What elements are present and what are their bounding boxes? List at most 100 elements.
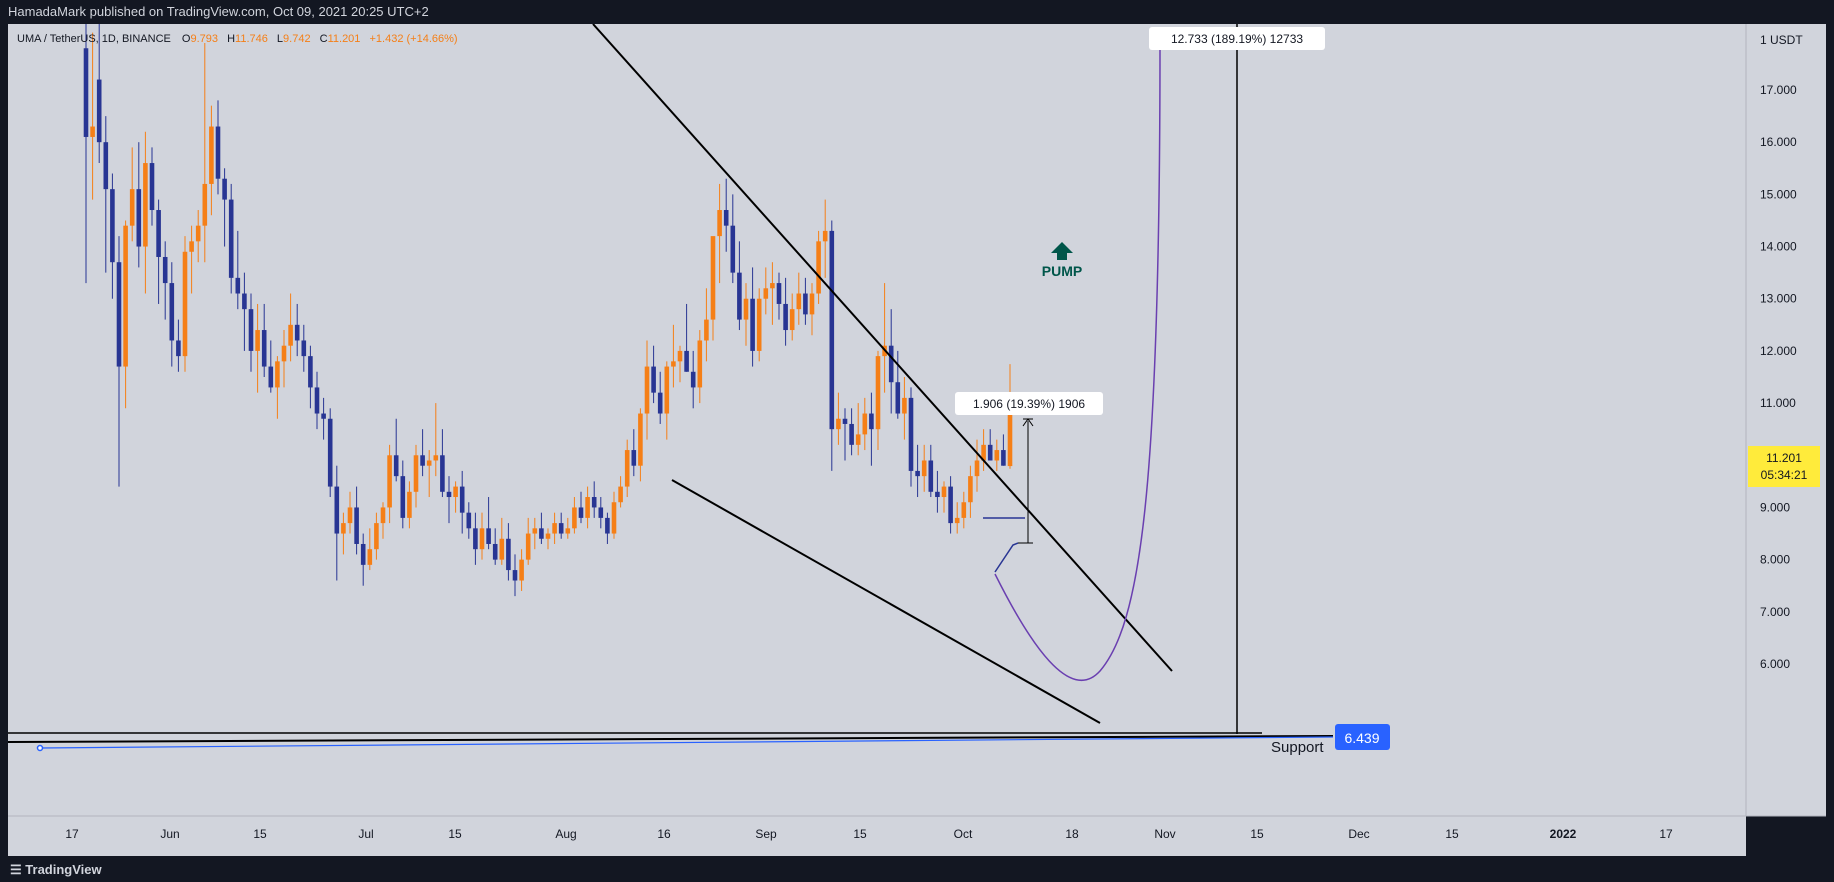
- candle: [499, 517, 505, 565]
- candle: [1007, 364, 1013, 469]
- candle: [875, 350, 881, 451]
- tradingview-logo[interactable]: ☰ TradingView: [0, 858, 102, 882]
- candle-body: [611, 502, 617, 534]
- candle: [367, 528, 373, 571]
- candle: [974, 439, 980, 492]
- candle: [149, 147, 155, 226]
- legend-text: UMA / TetherUS, 1D, BINANCE O9.793 H11.7…: [17, 33, 458, 45]
- candle: [855, 403, 861, 456]
- price-tick-label: 13.000: [1760, 292, 1797, 306]
- candle-body: [968, 476, 973, 503]
- candle-body: [136, 189, 142, 247]
- candle-body: [301, 340, 307, 357]
- candle-body: [783, 303, 788, 331]
- candle: [275, 356, 280, 419]
- candles-layer: [83, 24, 1013, 597]
- candle: [189, 225, 194, 294]
- candle-body: [855, 434, 861, 445]
- candle-body: [182, 251, 188, 357]
- candle: [928, 444, 934, 498]
- candle: [268, 340, 274, 393]
- candle-body: [327, 418, 333, 487]
- candle: [987, 429, 993, 461]
- candle-body: [902, 397, 907, 414]
- candle: [459, 470, 465, 534]
- candle-body: [314, 387, 320, 414]
- support-label: Support: [1271, 739, 1324, 756]
- candle-body: [506, 538, 511, 571]
- candle-body: [228, 199, 234, 278]
- candle: [849, 408, 854, 456]
- candle-body: [525, 533, 531, 560]
- lower-trendline[interactable]: [671, 479, 1101, 724]
- candle-body: [248, 309, 254, 351]
- candle-body: [143, 163, 148, 247]
- candle-body: [103, 142, 109, 190]
- candle-body: [492, 543, 498, 560]
- support-price-tag[interactable]: [1335, 724, 1390, 750]
- chart-frame[interactable]: PUMP Support 1.906 (19.39%) 1906 12.733 …: [0, 24, 1834, 858]
- candle: [413, 444, 419, 508]
- candle-body: [710, 236, 716, 320]
- candle: [301, 324, 307, 372]
- candle-body: [440, 455, 445, 492]
- candle: [195, 210, 201, 263]
- candle-body: [624, 450, 630, 487]
- legend-open-label: O: [182, 33, 191, 45]
- price-axis-unit: 1 USDT: [1760, 33, 1803, 47]
- candle-body: [565, 528, 571, 534]
- candle: [143, 131, 148, 294]
- candle-body: [671, 361, 676, 367]
- candle-body: [750, 298, 755, 351]
- candle-body: [275, 361, 280, 388]
- candle-body: [162, 256, 168, 284]
- support-line-lower[interactable]: [7, 735, 1334, 743]
- time-tick-label: 15: [448, 827, 462, 841]
- candle: [611, 491, 617, 539]
- price-axis-panel[interactable]: [1746, 24, 1826, 816]
- candle-body: [360, 543, 366, 565]
- support-anchor-dot[interactable]: [36, 744, 44, 752]
- candle: [657, 371, 663, 424]
- candle-body: [631, 450, 637, 466]
- candle-body: [974, 460, 980, 477]
- candle: [525, 517, 531, 565]
- candle-body: [664, 366, 670, 414]
- candle: [816, 230, 821, 304]
- candle: [176, 319, 181, 372]
- measure-big-box[interactable]: [1149, 27, 1325, 50]
- candle: [690, 350, 696, 409]
- candle: [743, 283, 749, 346]
- candle-body: [202, 183, 208, 226]
- flag-pole-lines[interactable]: [994, 542, 1019, 573]
- candle-body: [367, 549, 373, 565]
- candle: [321, 397, 326, 440]
- candle: [288, 293, 293, 362]
- candle-body: [849, 423, 854, 445]
- candle: [479, 512, 485, 560]
- time-axis-panel[interactable]: [8, 816, 1746, 856]
- candle: [156, 199, 161, 304]
- candle-body: [242, 293, 247, 310]
- price-chart[interactable]: PUMP Support 1.906 (19.39%) 1906 12.733 …: [0, 24, 1834, 858]
- candle: [347, 491, 353, 534]
- price-ticks: 17.000 16.000 15.000 14.000 13.000 12.000 11.0…: [1760, 83, 1797, 671]
- current-price-tag[interactable]: [1748, 446, 1820, 487]
- candle-body: [83, 48, 89, 137]
- measure-small-box[interactable]: [955, 392, 1103, 415]
- candle: [116, 236, 122, 487]
- candle-body: [321, 413, 326, 419]
- support-connector-line[interactable]: [39, 736, 1334, 749]
- time-tick-label: 2022: [1550, 827, 1577, 841]
- candle-body: [281, 345, 287, 362]
- candle-body: [677, 350, 683, 362]
- price-tick-label: 6.000: [1760, 657, 1790, 671]
- candle: [809, 283, 815, 336]
- candle: [829, 220, 835, 471]
- candle: [202, 43, 208, 263]
- upper-trendline[interactable]: [592, 24, 1173, 672]
- time-ticks: 17 Jun 15 Jul 15 Aug 16 Sep 15 Oct 18 Nov 15 Dec 15 202…: [65, 827, 1673, 841]
- projection-curve[interactable]: [994, 43, 1161, 681]
- candle-body: [519, 559, 524, 581]
- time-tick-label: 15: [1445, 827, 1459, 841]
